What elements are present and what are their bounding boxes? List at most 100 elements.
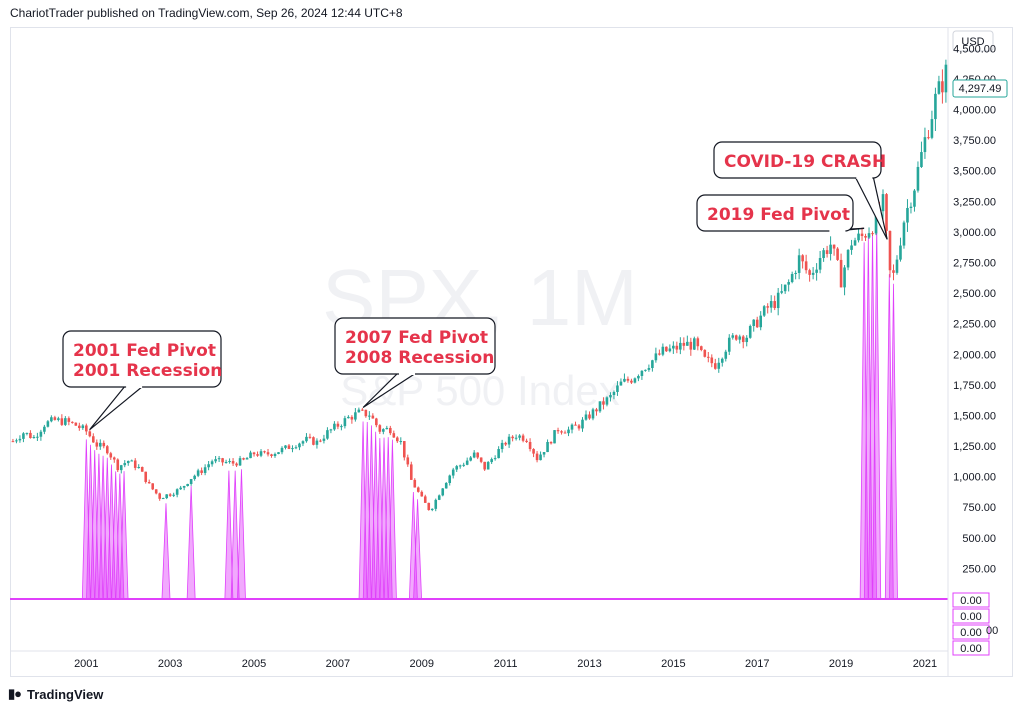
candle-body [294, 447, 298, 449]
candle-body [881, 194, 885, 212]
candle-body [39, 431, 43, 437]
x-tick-label: 2015 [661, 658, 685, 670]
callout-text: 2001 Recession [73, 361, 222, 381]
candle-body [811, 272, 815, 275]
candle-body [665, 346, 668, 352]
candle-body [888, 230, 892, 271]
candle-body [752, 319, 756, 327]
y-tick-label: 2,750.00 [953, 257, 996, 269]
candle-body [570, 424, 574, 430]
candle-body [923, 137, 927, 153]
candle-body [930, 119, 934, 138]
candle-body [790, 274, 794, 283]
candle-body [25, 432, 29, 434]
candle-body [305, 436, 308, 442]
candle-body [200, 470, 203, 473]
candle-body [661, 346, 665, 355]
footer-brand[interactable]: ▮● TradingView [8, 686, 103, 702]
candle-body [853, 240, 857, 246]
callout-gap [126, 385, 143, 388]
candle-body [874, 208, 878, 234]
candle-body [944, 64, 948, 93]
indicator-value-badge [952, 592, 990, 608]
currency-label: USD [961, 36, 984, 48]
candle-body [57, 418, 60, 420]
candle-body [598, 401, 602, 412]
candle-body [385, 427, 389, 430]
indicator-value-labels: 0.00 0.00 0.00 0.00 [952, 592, 990, 656]
candle-body [420, 491, 424, 497]
candle-body [382, 429, 385, 432]
candle-body [203, 467, 207, 473]
candle-body [458, 465, 462, 467]
candle-body [312, 437, 315, 445]
candle-body [210, 461, 214, 465]
candle-body [186, 483, 189, 486]
candle-body [941, 81, 944, 93]
candle-body [88, 431, 92, 437]
candle-body [228, 461, 231, 463]
candle-body [441, 488, 445, 496]
candle-body [934, 93, 937, 120]
candle-body [378, 425, 382, 432]
candle-body [67, 418, 71, 422]
candle-body [511, 436, 514, 439]
candle-body [706, 356, 710, 358]
candle-body [497, 449, 500, 459]
candle-body [679, 342, 682, 350]
candle-body [392, 433, 396, 438]
candle-body [74, 422, 78, 426]
candle-body [846, 249, 850, 268]
candle-body [727, 337, 731, 352]
y-axis-ticks: 4,500.004,250.004,000.003,750.003,500.00… [953, 43, 996, 575]
candle-body [193, 475, 196, 480]
candle-body [738, 336, 742, 340]
y-tick-label: 3,000.00 [953, 227, 996, 239]
y-tick-label: 500.00 [962, 533, 996, 545]
candle-body [231, 461, 235, 464]
candle-body [361, 409, 364, 411]
candle-body [280, 447, 284, 453]
candle-body [301, 441, 305, 444]
candle-body [172, 494, 175, 496]
candle-body [256, 454, 259, 456]
x-tick-label: 2013 [577, 658, 601, 670]
candle-body [668, 348, 672, 352]
candle-body [46, 421, 50, 427]
currency-badge[interactable] [952, 30, 994, 52]
candle-body [895, 259, 899, 273]
callout: COVID-19 CRASH [713, 141, 888, 240]
y-tick-label: 1,000.00 [953, 472, 996, 484]
candle-body [780, 291, 783, 293]
candle-body [836, 248, 839, 260]
candle-body [766, 306, 769, 308]
candle-body [259, 451, 263, 456]
callout-pointer [89, 385, 144, 431]
candle-body [409, 464, 413, 480]
candle-body [500, 442, 504, 450]
candle-body [832, 244, 836, 249]
candle-body [15, 440, 18, 442]
candle-body [207, 464, 210, 468]
candle-body [686, 341, 689, 346]
candle-body [713, 363, 717, 369]
candle-body [899, 245, 902, 260]
candle-body [542, 452, 546, 455]
candle-body [116, 459, 120, 471]
candlesticks [11, 59, 948, 512]
candle-body [595, 409, 598, 412]
candle-body [92, 436, 95, 443]
candle-body [123, 463, 127, 466]
indicator-value-label: 0.00 [960, 627, 981, 639]
candle-body [291, 448, 294, 450]
candle-body [864, 236, 867, 238]
candle-body [60, 418, 64, 425]
candle-body [399, 441, 403, 443]
candle-body [528, 441, 532, 450]
candle-body [427, 502, 431, 511]
candle-body [588, 414, 591, 419]
candle-body [920, 152, 923, 167]
callout-pointer [362, 372, 417, 408]
candle-body [465, 460, 469, 465]
